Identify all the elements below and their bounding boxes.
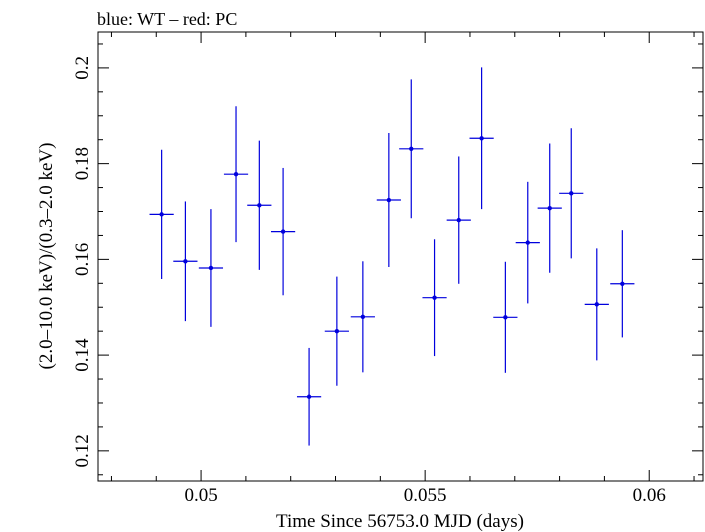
y-tick-label: 0.12 — [72, 434, 93, 467]
point-marker — [280, 229, 286, 234]
y-tick-label: 0.2 — [72, 56, 93, 80]
point-marker — [503, 315, 508, 320]
data-point — [296, 347, 322, 446]
data-point — [149, 149, 174, 279]
point-marker — [594, 302, 599, 307]
data-point — [469, 67, 494, 210]
point-marker — [360, 314, 366, 320]
data-point — [270, 167, 296, 296]
y-tick-label: 0.18 — [72, 147, 93, 180]
x-tick-label: 0.055 — [404, 485, 447, 506]
data-point — [350, 261, 375, 373]
y-tick-label: 0.14 — [72, 338, 93, 372]
point-marker — [159, 212, 164, 217]
x-axis: 0.05 0.055 0.06 — [110, 32, 695, 506]
data-point — [198, 209, 224, 327]
point-marker — [456, 217, 461, 223]
point-marker — [306, 394, 312, 399]
y-axis: 0.12 0.14 0.16 0.18 0.2 — [72, 43, 703, 476]
point-marker — [334, 328, 340, 334]
x-tick-label: 0.06 — [633, 485, 666, 506]
x-axis-label: Time Since 56753.0 MJD (days) — [276, 511, 524, 532]
point-marker — [409, 146, 414, 151]
point-marker — [183, 259, 188, 264]
x-tick-label: 0.05 — [184, 485, 217, 506]
point-marker — [547, 205, 552, 211]
chart-title: blue: WT – red: PC — [97, 9, 237, 29]
data-point — [515, 181, 540, 304]
data-point — [493, 261, 518, 373]
point-marker — [257, 203, 262, 208]
data-point — [247, 140, 272, 270]
point-marker — [620, 281, 625, 286]
data-point — [559, 128, 584, 259]
data-point — [376, 133, 401, 268]
data-point — [399, 79, 424, 219]
point-marker — [208, 265, 214, 271]
y-tick-label: 0.16 — [72, 243, 93, 276]
data-point — [537, 143, 562, 273]
plot-frame — [97, 31, 704, 482]
data-point — [584, 248, 609, 361]
point-marker — [479, 136, 484, 141]
point-marker — [432, 295, 437, 300]
data-point — [173, 201, 198, 322]
data-point — [446, 156, 471, 284]
point-marker — [569, 191, 574, 196]
point-marker — [525, 240, 530, 245]
data-point — [223, 106, 249, 243]
y-axis-label: (2.0–10.0 keV)/(0.3–2.0 keV) — [36, 143, 57, 370]
data-points — [149, 67, 635, 446]
point-marker — [233, 171, 239, 177]
data-point — [610, 230, 635, 338]
data-point — [324, 276, 349, 386]
data-point — [422, 239, 447, 357]
point-marker — [386, 197, 392, 203]
